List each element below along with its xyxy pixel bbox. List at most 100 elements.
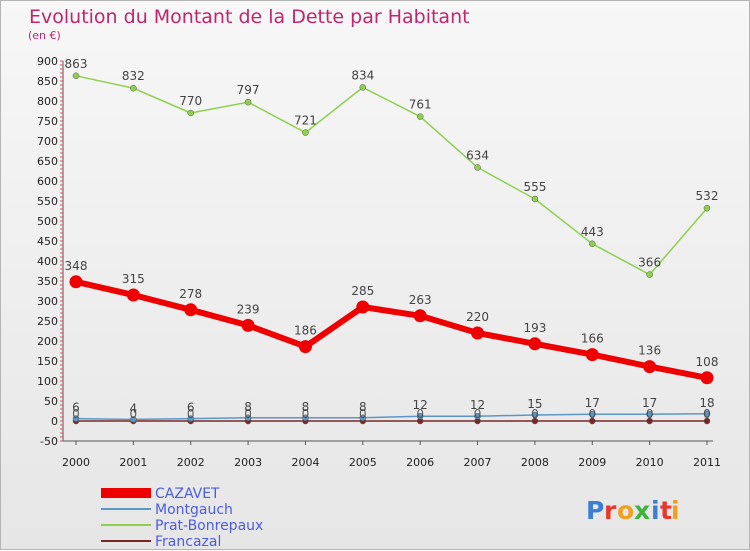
series-point-0 [126,288,140,302]
data-label: 193 [523,321,546,335]
x-tick-label: 2007 [464,456,492,469]
data-label: 278 [179,287,202,301]
data-label: 555 [523,180,546,194]
data-label: 166 [581,332,604,346]
data-label: 220 [466,310,489,324]
series-point-2 [589,240,596,248]
data-label: 4 [130,401,138,415]
y-tick-label: 850 [37,75,58,88]
series-point-1 [646,410,653,418]
x-tick-label: 2005 [349,456,377,469]
y-tick-label: 150 [37,355,58,368]
data-label: 0 [474,407,482,421]
series-point-2 [244,98,252,106]
series-point-1 [130,416,137,423]
series-line-2 [75,75,708,276]
logo-letter: r [604,496,617,525]
logo-letter: i [671,496,680,525]
series-point-1 [589,410,596,418]
logo-letter: t [660,496,672,525]
series-layer [69,72,714,425]
legend-label: Francazal [155,534,221,550]
logo-letter: i [651,496,660,525]
data-label: 0 [187,407,195,421]
data-label: 285 [351,284,374,298]
data-label: 6 [72,401,80,415]
y-tick-label: 800 [37,95,58,108]
y-tick-label: -50 [40,435,58,448]
series-point-2 [72,72,80,80]
data-label: 12 [470,398,485,412]
x-tick-label: 2000 [62,456,90,469]
data-label: 832 [122,69,145,83]
x-tick-label: 2001 [119,456,147,469]
series-point-0 [356,300,370,314]
data-label: 0 [244,407,252,421]
legend-label: Montgauch [155,502,233,518]
data-label: 315 [122,272,145,286]
series-point-1 [302,414,309,422]
data-label: 443 [581,225,604,239]
data-label: 834 [351,68,374,82]
logo-letter: o [617,496,634,525]
series-point-2 [359,84,367,91]
y-tick-label: 200 [37,335,58,348]
y-tick-label: 750 [37,115,58,128]
data-label: 348 [65,259,88,273]
data-label: 0 [703,407,711,421]
series-point-1 [187,415,194,422]
y-tick-label: 300 [37,295,58,308]
series-point-1 [416,412,424,420]
x-tick-label: 2004 [291,456,319,469]
series-point-0 [471,326,485,340]
x-tick-label: 2010 [636,456,664,469]
series-point-0 [643,360,657,374]
y-tick-label: 100 [37,375,58,388]
data-label: 761 [409,98,432,112]
data-label: 8 [359,400,367,414]
data-label: 108 [696,355,719,369]
series-point-0 [69,275,83,289]
series-point-0 [241,318,255,332]
chart-subtitle: (en €) [28,29,61,42]
data-label: 186 [294,324,317,338]
y-tick-label: 550 [37,195,58,208]
series-point-3 [703,417,711,425]
legend-label: Prat-Bonrepaux [155,518,263,534]
series-point-3 [646,417,653,425]
series-point-0 [298,340,312,354]
logo-letter: P [586,496,604,525]
y-tick-label: 400 [37,255,58,268]
y-tick-label: 450 [37,235,58,248]
data-label: 770 [179,94,202,108]
series-point-1 [531,411,539,419]
x-tick-label: 2006 [406,456,434,469]
series-point-2 [130,84,137,92]
series-point-1 [474,412,481,420]
axes: -500501001502002503003504004505005506006… [37,55,721,469]
series-point-2 [302,129,309,136]
y-tick-label: 500 [37,215,58,228]
series-point-0 [413,309,427,323]
y-tick-label: 900 [37,55,58,68]
series-point-2 [531,195,539,203]
data-label: 532 [696,189,719,203]
series-point-1 [703,410,711,418]
x-tick-label: 2008 [521,456,549,469]
series-point-1 [72,415,80,422]
logo-letter: x [634,496,650,525]
data-label: 17 [642,396,657,410]
series-line-1 [75,413,708,421]
data-label: 0 [646,407,654,421]
data-label: 366 [638,256,661,270]
series-point-2 [646,271,653,278]
data-label: 0 [72,407,80,421]
data-label: 634 [466,148,489,162]
data-label: 797 [237,83,260,97]
data-label: 0 [531,407,539,421]
series-line-0 [75,278,708,381]
series-point-1 [359,414,367,422]
